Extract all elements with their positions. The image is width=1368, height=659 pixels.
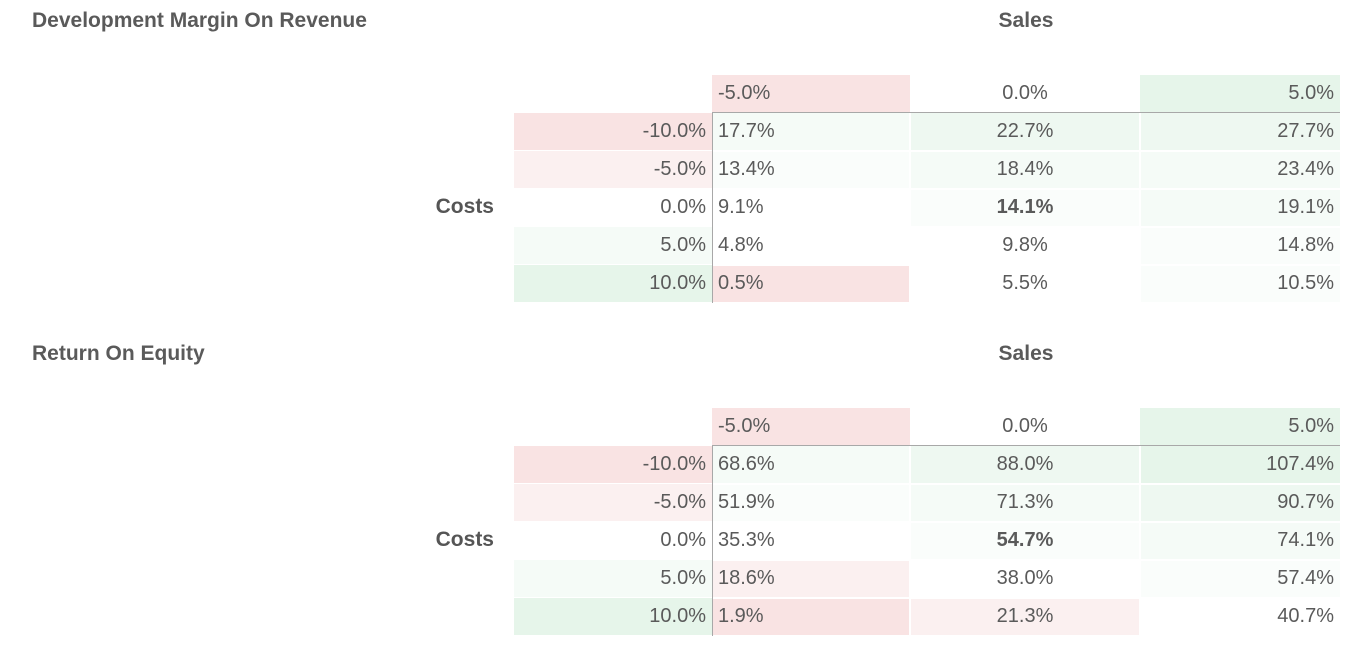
table-cell: 5.5% (910, 265, 1140, 302)
table-cell: 18.4% (910, 151, 1140, 188)
table-cell: 14.8% (1140, 227, 1340, 264)
row-header: 5.0% (514, 560, 712, 597)
table-cell: 27.7% (1140, 113, 1340, 150)
row-header: 10.0% (514, 265, 712, 302)
table-cell: 107.4% (1140, 446, 1340, 483)
table-cell: 22.7% (910, 113, 1140, 150)
column-separator (1139, 113, 1141, 303)
table-cell: 23.4% (1140, 151, 1340, 188)
table-cell: 35.3% (712, 522, 910, 559)
table-cell: 68.6% (712, 446, 910, 483)
column-axis-label: Sales (998, 342, 1054, 365)
row-separator (712, 521, 1340, 523)
table-cell: 51.9% (712, 484, 910, 521)
row-header: 5.0% (514, 227, 712, 264)
table-cell: 13.4% (712, 151, 910, 188)
base-case-cell: 54.7% (910, 522, 1140, 559)
table-cell: 0.5% (712, 265, 910, 302)
table-cell: 18.6% (712, 560, 910, 597)
column-header: 0.0% (910, 408, 1140, 445)
column-header: 0.0% (910, 75, 1140, 112)
column-header: 5.0% (1140, 408, 1340, 445)
row-header: -5.0% (514, 151, 712, 188)
table-cell: 9.8% (910, 227, 1140, 264)
column-separator (909, 113, 911, 303)
row-axis-label: Costs (435, 528, 494, 551)
table-cell: 57.4% (1140, 560, 1340, 597)
row-separator (712, 483, 1340, 485)
table-cell: 74.1% (1140, 522, 1340, 559)
header-divider (712, 112, 1340, 113)
row-separator (712, 264, 1340, 266)
column-header: 5.0% (1140, 75, 1340, 112)
table-title: Return On Equity (32, 342, 205, 365)
table-cell: 90.7% (1140, 484, 1340, 521)
column-header: -5.0% (712, 75, 910, 112)
row-header: 0.0% (514, 189, 712, 226)
base-case-cell: 14.1% (910, 189, 1140, 226)
row-header: -5.0% (514, 484, 712, 521)
sensitivity-table-return-on-equity: Return On Equity Sales Costs -5.0% 0.0% 5.… (0, 333, 1368, 638)
row-header-divider (712, 445, 713, 636)
table-cell: 19.1% (1140, 189, 1340, 226)
table-cell: 71.3% (910, 484, 1140, 521)
row-separator (712, 188, 1340, 190)
row-separator (712, 150, 1340, 152)
row-axis-label: Costs (435, 195, 494, 218)
column-separator (909, 446, 911, 636)
row-separator (712, 226, 1340, 228)
table-cell: 10.5% (1140, 265, 1340, 302)
column-separator (1139, 446, 1141, 636)
row-header: 10.0% (514, 598, 712, 635)
table-cell: 40.7% (1140, 598, 1340, 635)
row-header-divider (712, 112, 713, 303)
table-cell: 1.9% (712, 598, 910, 635)
header-divider (712, 445, 1340, 446)
table-title: Development Margin On Revenue (32, 9, 367, 32)
column-axis-label: Sales (998, 9, 1054, 32)
table-cell: 9.1% (712, 189, 910, 226)
row-header: 0.0% (514, 522, 712, 559)
row-separator (712, 559, 1340, 561)
table-cell: 38.0% (910, 560, 1140, 597)
row-separator (712, 597, 1340, 599)
table-cell: 4.8% (712, 227, 910, 264)
table-cell: 21.3% (910, 598, 1140, 635)
sensitivity-table-development-margin: Development Margin On Revenue Sales Cost… (0, 0, 1368, 305)
table-cell: 88.0% (910, 446, 1140, 483)
column-header: -5.0% (712, 408, 910, 445)
table-cell: 17.7% (712, 113, 910, 150)
row-header: -10.0% (514, 446, 712, 483)
row-header: -10.0% (514, 113, 712, 150)
